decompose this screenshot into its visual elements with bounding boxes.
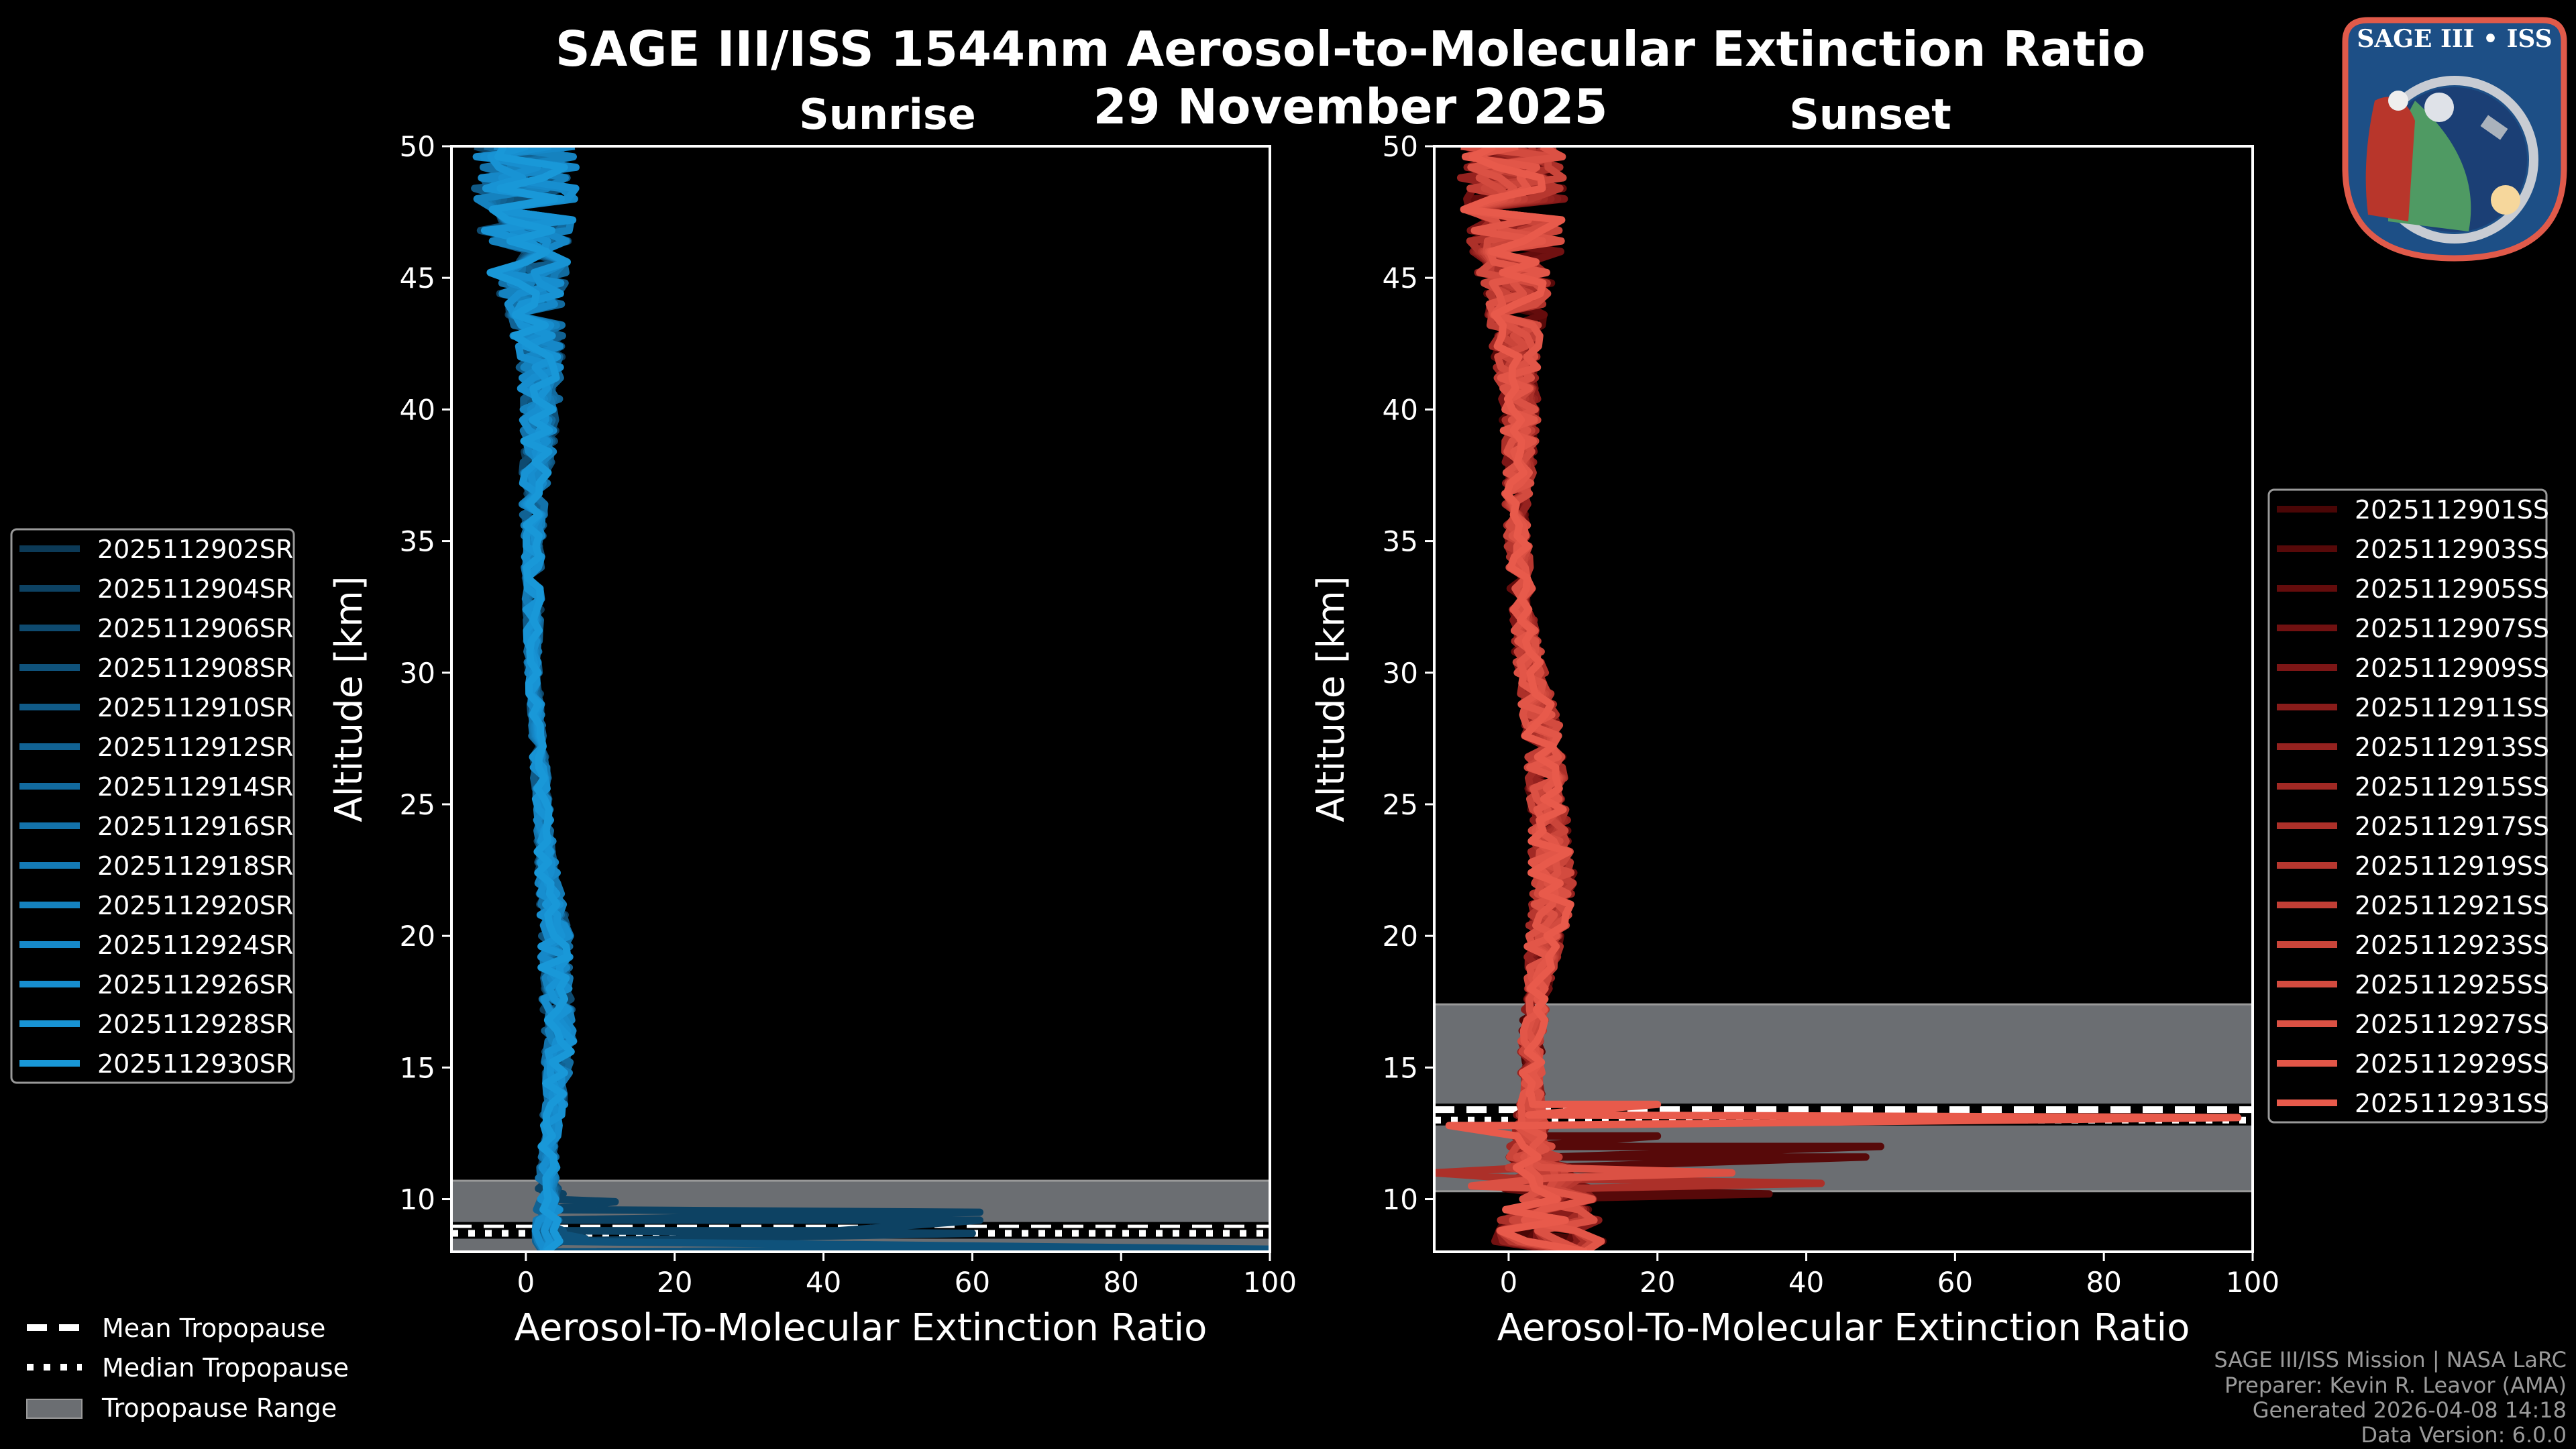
y-axis-label: Altitude [km] (1309, 576, 1353, 822)
legend-label: 2025112905SS (2355, 574, 2549, 604)
plot-area (451, 146, 1270, 1252)
y-tick-label: 50 (1383, 130, 1418, 163)
legend-label: 2025112906SR (97, 614, 293, 643)
panel-sunset: 0 20 40 60 80 100 10 15 20 25 30 35 40 45 50 Aerosol-To… (1309, 90, 2549, 1350)
legend-label: 2025112931SS (2355, 1089, 2549, 1118)
figure-date: 29 November 2025 (1093, 78, 1607, 135)
mean-tropopause-label: Mean Tropopause (102, 1313, 325, 1343)
legend-label: 2025112921SS (2355, 891, 2549, 920)
legend-label: 2025112928SR (97, 1010, 293, 1039)
profile-line-2025112931SS (1445, 146, 2242, 1252)
series-legend-left: 2025112902SR 2025112904SR 2025112906SR 2025… (10, 528, 295, 1084)
y-tick-label: 15 (1383, 1051, 1418, 1084)
footer-data-version: Data Version: 6.0.0 (2361, 1422, 2567, 1448)
y-axis-label: Altitude [km] (327, 576, 371, 822)
x-tick-label: 80 (1103, 1266, 1138, 1299)
x-tick-label: 80 (2086, 1266, 2121, 1299)
x-tick-label: 100 (2226, 1266, 2279, 1299)
panel-title: Sunset (1789, 90, 1951, 139)
legend-label: 2025112924SR (97, 930, 293, 960)
legend-label: 2025112926SR (97, 970, 293, 1000)
panel-sunrise: 0 20 40 60 80 100 10 15 20 25 30 35 40 45 50 Aerosol-To… (10, 90, 1297, 1350)
y-tick-label: 20 (1383, 920, 1418, 953)
y-tick-label: 30 (400, 657, 435, 690)
y-tick-label: 25 (400, 788, 435, 821)
y-tick-label: 15 (400, 1051, 435, 1084)
legend-label: 2025112923SS (2355, 930, 2549, 960)
legend-label: 2025112913SS (2355, 733, 2549, 762)
panel-title: Sunrise (799, 90, 976, 139)
legend-label: 2025112920SR (97, 891, 293, 920)
y-tick-label: 30 (1383, 657, 1418, 690)
y-tick-label: 40 (1383, 393, 1418, 426)
legend-label: 2025112902SR (97, 535, 293, 564)
logo-title: SAGE III • ISS (2357, 25, 2552, 53)
legend-label: 2025112910SR (97, 693, 293, 722)
legend-label: 2025112911SS (2355, 693, 2549, 722)
x-tick-label: 40 (806, 1266, 841, 1299)
legend-label: 2025112919SS (2355, 851, 2549, 881)
x-axis-label: Aerosol-To-Molecular Extinction Ratio (515, 1306, 1208, 1350)
x-tick-label: 40 (1788, 1266, 1824, 1299)
legend-label: 2025112904SR (97, 574, 293, 604)
x-tick-label: 60 (1937, 1266, 1973, 1299)
legend-label: 2025112912SR (97, 733, 293, 762)
y-tick-label: 35 (1383, 525, 1418, 558)
legend-label: 2025112915SS (2355, 772, 2549, 802)
legend-label: 2025112925SS (2355, 970, 2549, 1000)
x-tick-label: 20 (657, 1266, 692, 1299)
series-legend-right: 2025112901SS 2025112903SS 2025112905SS 2025… (2267, 488, 2549, 1124)
legend-label: 2025112901SS (2355, 495, 2549, 525)
sage-logo: SAGE III • ISS (2342, 17, 2567, 262)
legend-label: 2025112929SS (2355, 1049, 2549, 1079)
tropopause-legend: Mean Tropopause Median Tropopause Tropop… (26, 1313, 349, 1423)
y-tick-label: 10 (400, 1183, 435, 1216)
legend-label: 2025112927SS (2355, 1010, 2549, 1039)
x-tick-label: 100 (1243, 1266, 1297, 1299)
legend-label: 2025112909SS (2355, 653, 2549, 683)
x-axis-label: Aerosol-To-Molecular Extinction Ratio (1497, 1306, 2190, 1350)
legend-label: 2025112917SS (2355, 812, 2549, 841)
legend-label: 2025112918SR (97, 851, 293, 881)
x-tick-label: 20 (1640, 1266, 1675, 1299)
legend-label: 2025112903SS (2355, 535, 2549, 564)
legend-label: 2025112907SS (2355, 614, 2549, 643)
profile-line-2025112930SR (486, 146, 575, 1252)
legend-label: 2025112914SR (97, 772, 293, 802)
y-tick-label: 10 (1383, 1183, 1418, 1216)
legend-label: 2025112908SR (97, 653, 293, 683)
axes-frame (450, 145, 1271, 1253)
x-tick-label: 0 (517, 1266, 535, 1299)
axes-frame (1433, 145, 2254, 1253)
legend-box (10, 528, 295, 1084)
footer-mission: SAGE III/ISS Mission | NASA LaRC (2214, 1347, 2567, 1373)
x-tick-label: 0 (1500, 1266, 1518, 1299)
figure-title: SAGE III/ISS 1544nm Aerosol-to-Molecular… (555, 21, 2145, 77)
y-tick-label: 45 (1383, 262, 1418, 294)
footer: SAGE III/ISS Mission | NASA LaRC Prepare… (2214, 1347, 2567, 1448)
x-tick-label: 60 (955, 1266, 990, 1299)
footer-preparer: Preparer: Kevin R. Leavor (AMA) (2224, 1373, 2567, 1398)
y-tick-label: 40 (400, 393, 435, 426)
tropopause-range-label: Tropopause Range (101, 1393, 337, 1423)
legend-label: 2025112930SR (97, 1049, 293, 1079)
y-tick-label: 35 (400, 525, 435, 558)
median-tropopause-label: Median Tropopause (102, 1353, 349, 1383)
profile-line-2025112927SS (1460, 146, 1736, 1252)
y-tick-label: 50 (400, 130, 435, 163)
tropopause-range-swatch (26, 1399, 83, 1419)
legend-label: 2025112916SR (97, 812, 293, 841)
y-tick-label: 45 (400, 262, 435, 294)
y-tick-label: 20 (400, 920, 435, 953)
legend-box (2267, 488, 2548, 1124)
footer-generated: Generated 2026-04-08 14:18 (2253, 1397, 2567, 1423)
y-tick-label: 25 (1383, 788, 1418, 821)
